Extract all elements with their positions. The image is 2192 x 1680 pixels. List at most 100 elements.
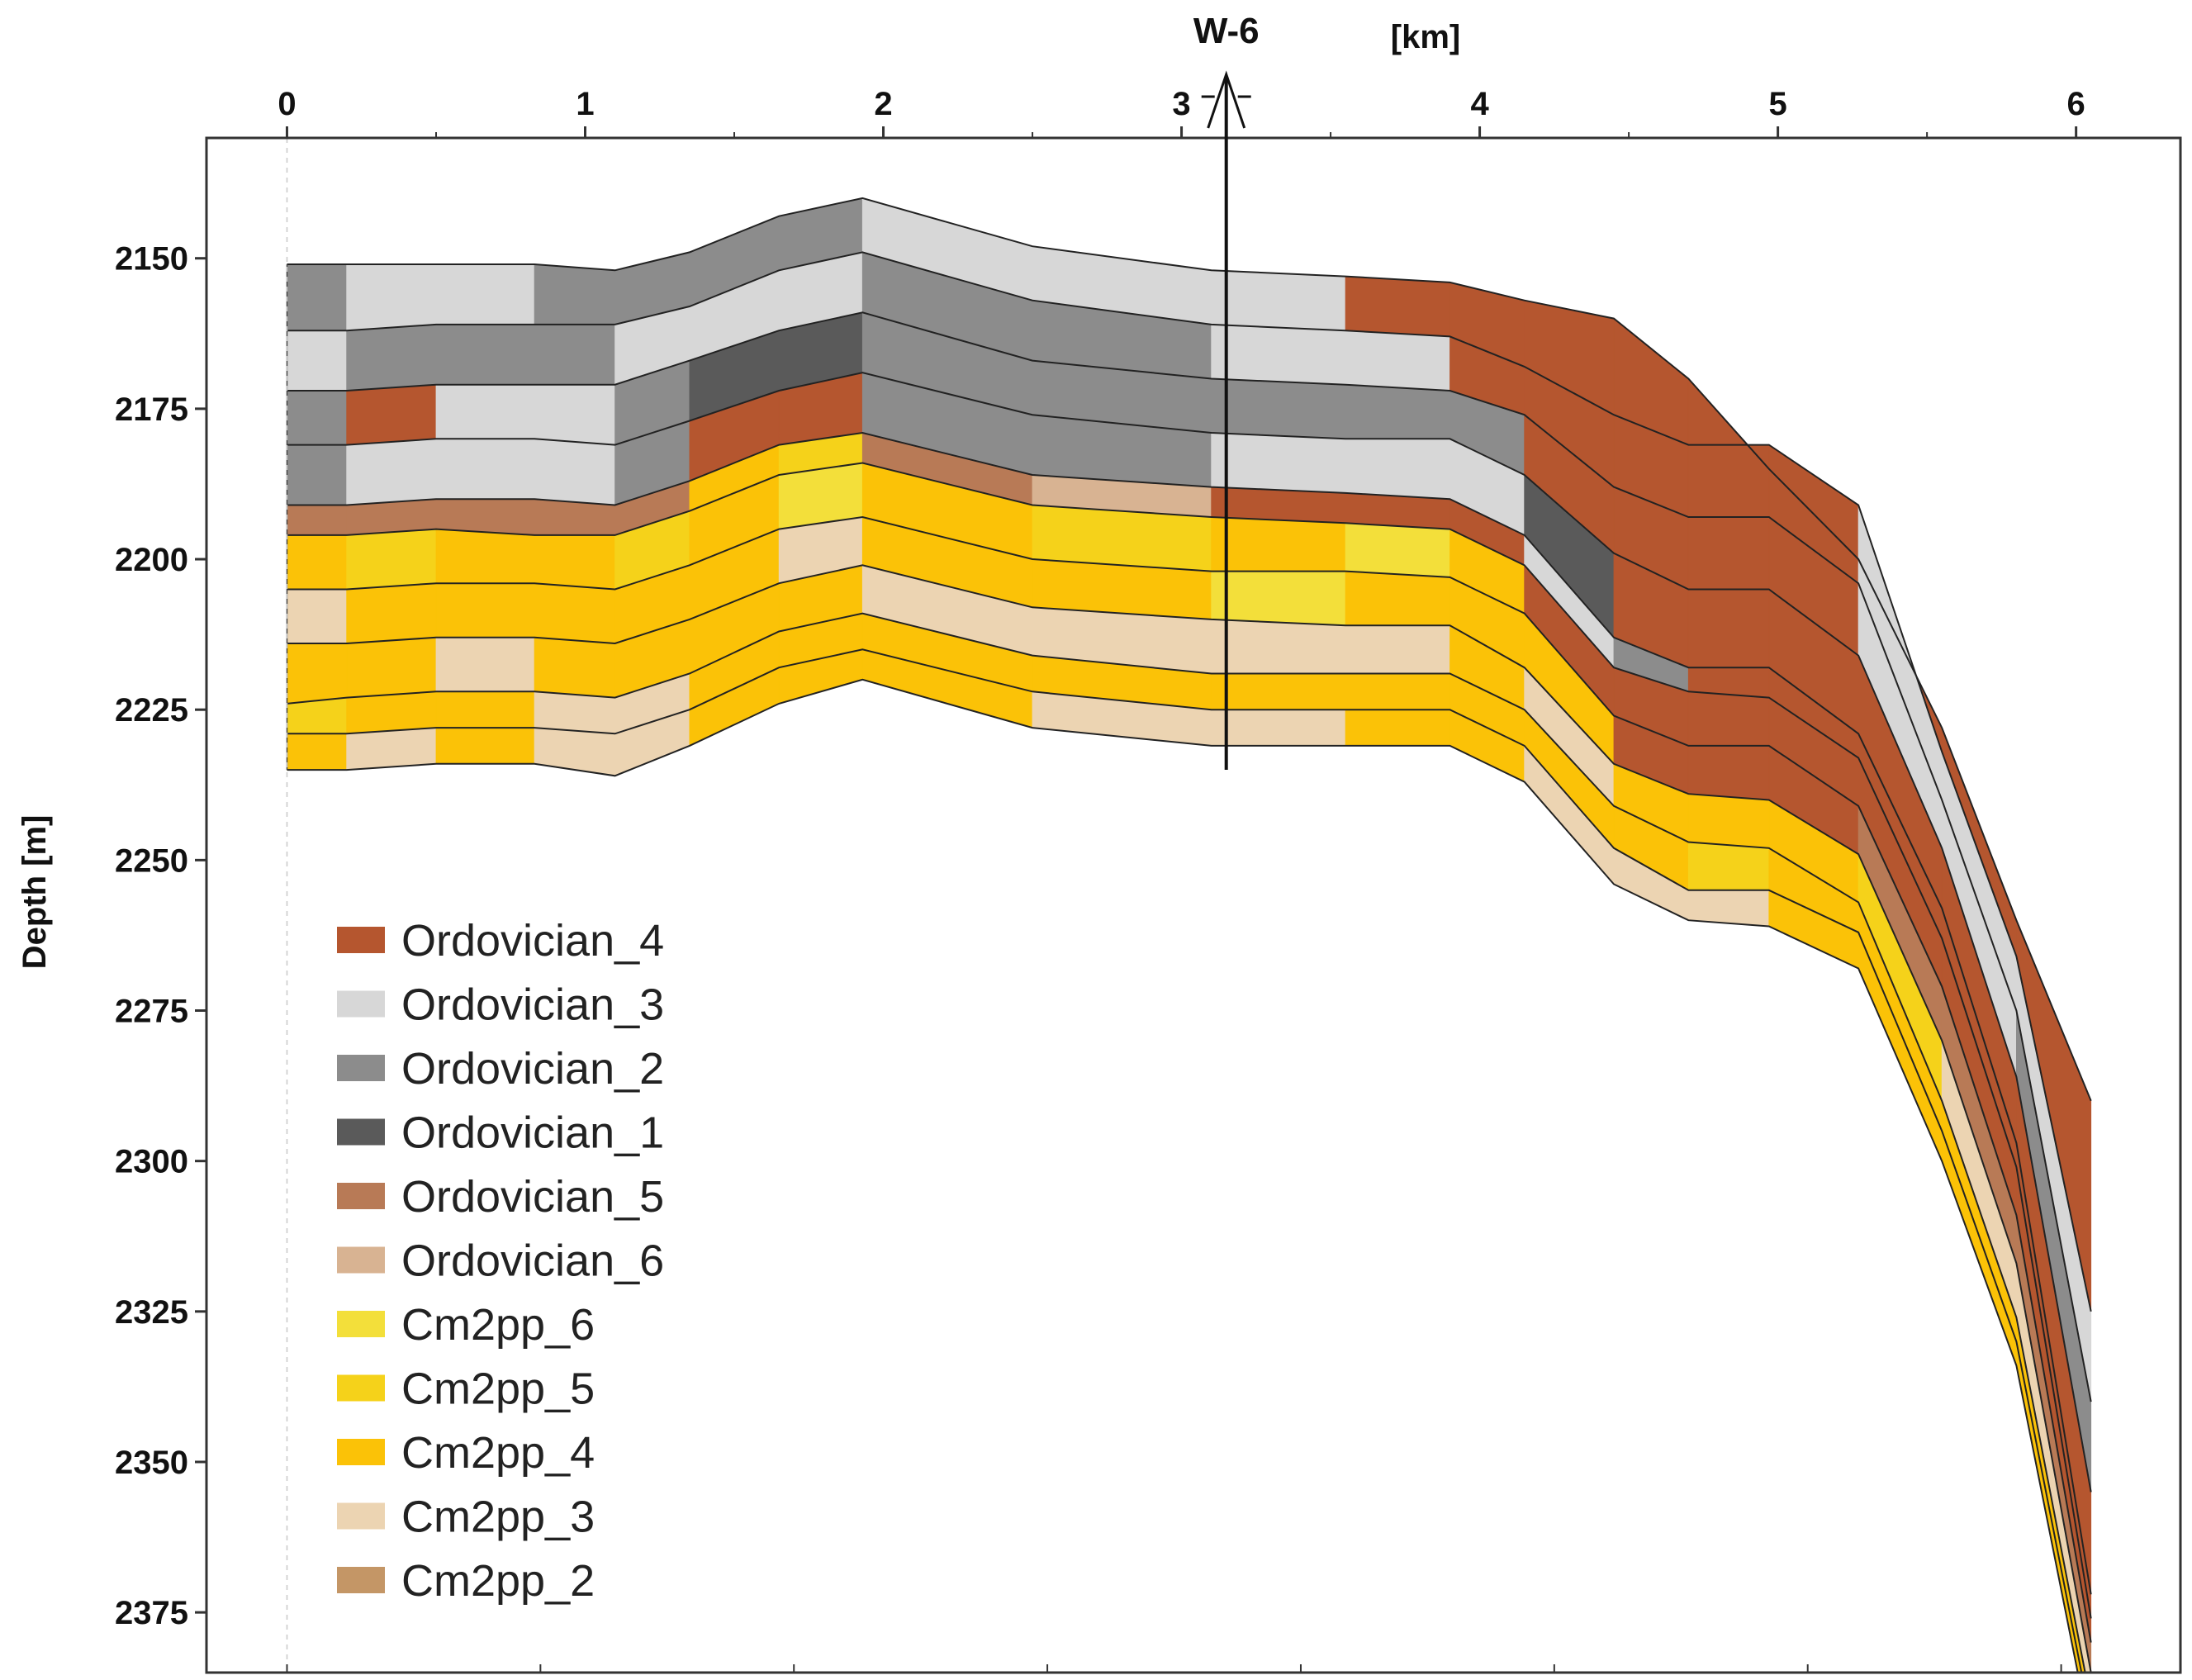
y-tick-label: 2350 [115, 1445, 188, 1481]
legend-swatch [337, 1118, 385, 1146]
layer-cell-ordovician-2 [287, 263, 348, 331]
x-tick-label: 2 [874, 86, 892, 122]
horizon-line [287, 251, 2092, 1312]
legend-swatch [337, 1567, 385, 1593]
well-symbol-icon [1207, 70, 1246, 129]
x-tick-label: 4 [1470, 86, 1489, 122]
layer-cell-ordovician-3 [435, 438, 535, 500]
x-axis: 0 1 2 3 4 5 6 [278, 86, 2085, 1673]
y-tick-label: 2225 [115, 692, 188, 728]
legend-label: Cm2pp_5 [401, 1364, 595, 1414]
layer-cell-ordovician-3 [1211, 324, 1346, 386]
layer-cell-ordovician-2 [287, 444, 348, 505]
legend-label: Ordovician_1 [401, 1108, 664, 1158]
layer-cell-ordovician-3 [1345, 330, 1450, 392]
layer-cell-cm2pp-4 [1345, 571, 1450, 626]
well-label: W-6 [1193, 11, 1260, 51]
legend-swatch [337, 1502, 385, 1530]
layer-cell-ordovician-3 [435, 263, 535, 325]
legend-label: Ordovician_3 [401, 980, 664, 1030]
strata-layers [287, 197, 2092, 1673]
layer-cell-cm2pp-3 [1211, 619, 1346, 674]
layer-cell-ordovician-3 [1345, 438, 1450, 500]
legend-label: Ordovician_2 [401, 1044, 664, 1094]
plot-frame [205, 136, 2182, 1674]
y-tick-label: 2375 [115, 1595, 188, 1631]
layer-cell-cm2pp-4 [435, 529, 535, 584]
horizon-line [287, 462, 2092, 1619]
layer-cell-ordovician-2 [346, 324, 437, 392]
layer-cell-ordovician-3 [346, 263, 437, 331]
legend-swatch [337, 1311, 385, 1337]
x-tick-label: 3 [1172, 86, 1190, 122]
layer-cell-cm2pp-4 [435, 727, 535, 765]
legend: Ordovician_4 Ordovician_3 Ordovician_2 Ordo… [337, 916, 664, 1606]
legend-label: Cm2pp_2 [401, 1556, 595, 1606]
layer-cell-ordovician-2 [534, 263, 615, 325]
y-tick-label: 2150 [115, 241, 188, 278]
layer-cell-ordovician-5 [287, 505, 348, 536]
y-tick-label: 2275 [115, 994, 188, 1030]
layer-cell-cm2pp-4 [1345, 709, 1450, 747]
horizon-line [287, 431, 2092, 1595]
horizon-line [287, 515, 2092, 1643]
legend-swatch [337, 1055, 385, 1081]
y-tick-label: 2250 [115, 842, 188, 879]
legend-label: Ordovician_5 [401, 1172, 664, 1222]
layer-cell-cm2pp-4 [287, 733, 348, 771]
layer-cell-cm2pp-4 [346, 582, 437, 644]
layer-cell-ordovician-4 [1687, 745, 1770, 800]
layer-cell-cm2pp-4 [287, 534, 348, 590]
horizon-line [287, 612, 2086, 1673]
y-tick-label: 2200 [115, 542, 188, 578]
layer-cell-cm2pp-4 [534, 534, 615, 590]
layer-cell-cm2pp-6 [1211, 571, 1346, 626]
legend-swatch [337, 1183, 385, 1209]
layer-cell-ordovician-3 [346, 438, 437, 505]
layer-cell-ordovician-4 [1345, 276, 1450, 337]
layer-cell-cm2pp-3 [435, 637, 535, 692]
legend-label: Cm2pp_4 [401, 1428, 595, 1478]
y-axis: 2150 2175 2200 2225 2250 2275 2300 2325 2350 2375 [115, 241, 206, 1631]
layer-cell-ordovician-3 [534, 438, 615, 505]
layer-cell-ordovician-3 [534, 384, 615, 446]
legend-swatch [337, 1439, 385, 1465]
horizon-line [287, 564, 2092, 1673]
layer-cell-cm2pp-4 [1687, 793, 1770, 849]
layer-cell-ordovician-2 [1345, 384, 1450, 439]
horizon-lines [286, 197, 2092, 1673]
legend-label: Cm2pp_3 [401, 1493, 595, 1542]
layer-cell-ordovician-3 [435, 384, 535, 439]
layer-cell-cm2pp-4 [1211, 516, 1346, 572]
well-w6: W-6 [1193, 11, 1260, 771]
horizon-line [287, 311, 2092, 1402]
x-tick-label: 5 [1768, 86, 1786, 122]
layer-cell-ordovician-2 [534, 324, 615, 386]
layer-cell-cm2pp-4 [346, 691, 437, 734]
y-tick-label: 2175 [115, 392, 188, 428]
layer-cell-cm2pp-3 [287, 589, 348, 644]
legend-label: Ordovician_4 [401, 916, 664, 966]
x-tick-label: 1 [576, 86, 594, 122]
layer-cell-ordovician-3 [287, 330, 348, 392]
x-tick-label: 0 [278, 86, 296, 122]
layer-cell-cm2pp-4 [1211, 673, 1346, 710]
layer-cell-cm2pp-5 [346, 529, 437, 590]
layer-cell-cm2pp-3 [1345, 624, 1450, 674]
layer-cell-ordovician-4 [1687, 516, 1770, 590]
layer-cell-cm2pp-6 [1345, 522, 1450, 578]
layer-cell-ordovician-3 [1211, 269, 1346, 331]
layer-cell-ordovician-2 [435, 324, 535, 386]
horizon-line [287, 678, 2079, 1673]
x-tick-label: 6 [2067, 86, 2085, 122]
y-tick-label: 2300 [115, 1144, 188, 1180]
layer-cell-cm2pp-3 [346, 727, 437, 771]
layer-cell-cm2pp-4 [287, 643, 348, 705]
horizon-line [287, 648, 2083, 1673]
layer-cell-cm2pp-4 [534, 637, 615, 699]
horizon-line [287, 372, 2092, 1493]
y-axis-title: Depth [m] [17, 815, 53, 970]
legend-swatch [337, 1374, 385, 1402]
layer-cell-cm2pp-3 [534, 727, 615, 776]
